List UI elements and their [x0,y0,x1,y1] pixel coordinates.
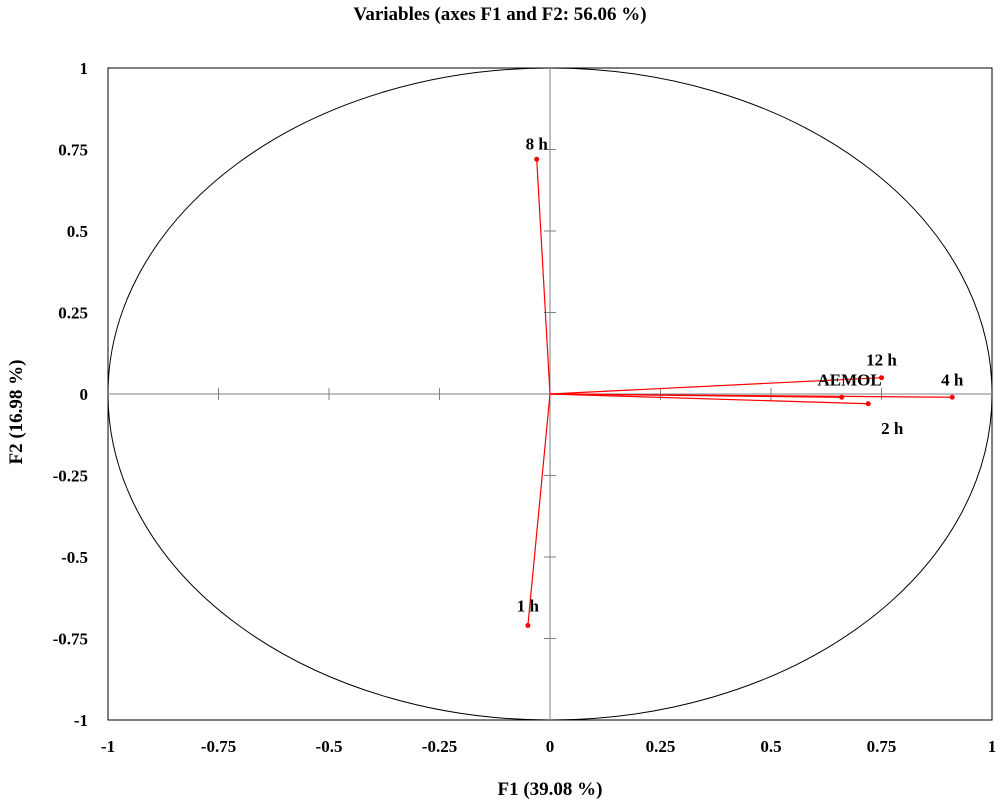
y-axis-title: F2 (16.98 %) [6,359,27,464]
point-12h [879,375,884,381]
x-tick-label: 0.5 [760,737,781,756]
vectors [527,159,953,626]
y-tick-label: 0.5 [67,222,88,241]
x-tick-label: 0.25 [646,737,676,756]
x-tick-label: -0.5 [316,737,343,756]
y-tick-label: -0.75 [53,630,88,649]
chart-title: Variables (axes F1 and F2: 56.06 %) [353,4,646,25]
point-1h [525,622,531,628]
vector-4h [549,393,953,398]
point-label-2h: 2 h [881,419,904,438]
point-2h [865,401,871,407]
point-8h [534,156,540,162]
y-tick-label: 0.75 [58,141,88,160]
x-tick-label: 0.75 [867,737,897,756]
points [525,156,955,628]
point-label-1h: 1 h [517,596,540,615]
x-tick-label: -0.75 [201,737,236,756]
x-axis-title: F1 (39.08 %) [497,779,602,800]
vector-2h [549,393,869,405]
vector-12h [549,377,882,395]
point-label-aemol: AEMOL [817,370,881,389]
x-tick-label: 1 [988,737,997,756]
point-label-4h: 4 h [941,370,964,389]
x-tick-label: -1 [101,737,115,756]
x-tick-label: -0.25 [422,737,457,756]
x-tick-label: 0 [546,737,555,756]
vector-8h [536,159,551,395]
y-tick-label: 0.25 [58,304,88,323]
y-tick-label: 0 [80,385,89,404]
y-tick-label: 1 [80,59,89,78]
point-label-8h: 8 h [526,134,549,153]
vector-1h [527,393,551,626]
point-label-12h: 12 h [866,351,897,370]
y-tick-label: -1 [74,711,88,730]
y-tick-label: -0.25 [53,467,88,486]
tick-marks [218,149,882,639]
point-aemol [839,394,845,400]
point-4h [949,394,955,400]
y-tick-label: -0.5 [61,548,88,567]
tick-labels: -1 -0.75 -0.5 -0.25 0 0.25 0.5 0.75 1 1 0.75 0.5 0.2… [53,59,997,756]
